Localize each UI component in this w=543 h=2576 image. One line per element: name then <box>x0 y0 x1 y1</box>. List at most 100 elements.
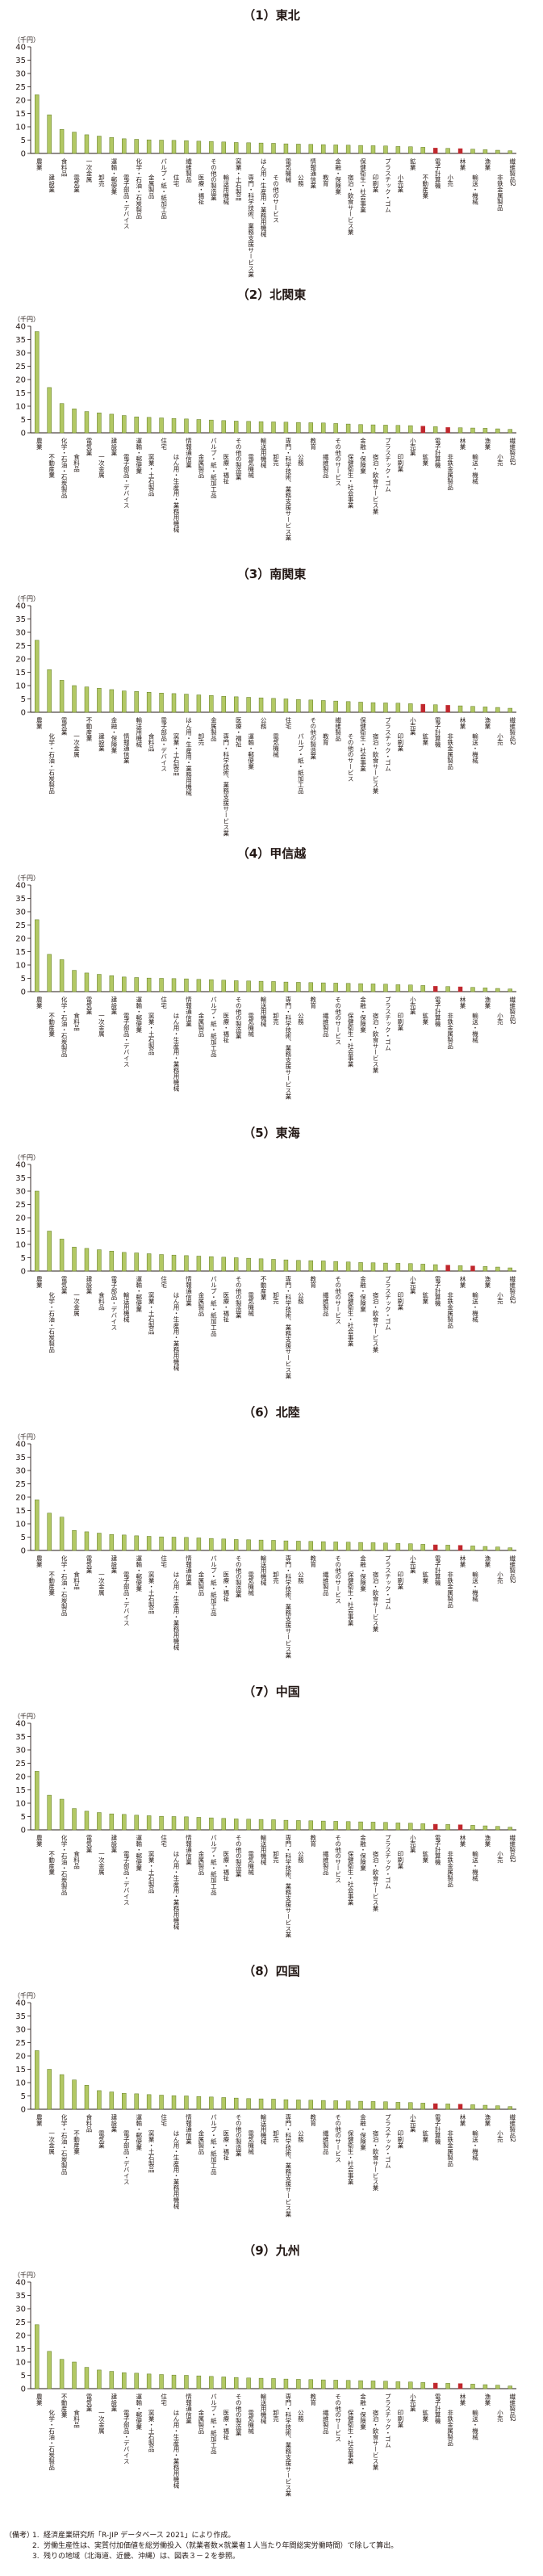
y-tick-label: 5 <box>21 2092 26 2101</box>
x-tick-label: その他の製造業 <box>235 1555 242 1599</box>
x-tick-label: 繊維製品2 <box>509 1834 516 1863</box>
x-tick-label: 農業 <box>36 2113 43 2128</box>
bar <box>482 2104 488 2110</box>
y-tick-label: 15 <box>15 389 26 398</box>
x-tick-label: 保健衛生・社会事業 <box>347 1851 354 1907</box>
x-tick-label: 不動産業 <box>260 1276 267 1302</box>
x-tick-label: 輸送用機械 <box>260 1554 267 1587</box>
x-tick-label: 運輸・郵便業 <box>135 1835 142 1873</box>
bar <box>72 132 77 154</box>
bar <box>122 1534 127 1551</box>
y-tick-label: 5 <box>21 1813 26 1822</box>
bar <box>233 1257 239 1272</box>
bar <box>296 144 301 154</box>
bar <box>507 707 513 713</box>
x-tick-label: 電子計算機 <box>434 1835 441 1866</box>
bar <box>59 2074 65 2110</box>
x-tick-label: 電子計算機 <box>434 717 441 749</box>
x-tick-label: 輸送・機械 <box>471 174 478 206</box>
bar <box>221 1818 226 1831</box>
x-tick-label: 公務 <box>297 1292 304 1305</box>
bar <box>184 2096 189 2110</box>
x-tick-label: 建設業 <box>111 1554 118 1575</box>
bar <box>59 680 65 713</box>
x-tick-label: 住宅 <box>160 1554 167 1568</box>
bar <box>258 1819 264 1831</box>
x-tick-label: 窯業・土石製品 <box>148 1850 155 1894</box>
bar <box>370 1822 376 1831</box>
x-tick-label: はん用・生産用・業務用機械 <box>173 1571 180 1651</box>
x-tick-label: その他のサービス <box>334 2114 341 2163</box>
bar <box>432 1264 438 1272</box>
x-tick-label: 林業 <box>459 2393 466 2407</box>
bar <box>47 1231 52 1272</box>
bar <box>495 149 500 154</box>
bar <box>97 2369 102 2389</box>
bar <box>408 984 413 992</box>
x-tick-label: 食料品 <box>148 732 155 753</box>
x-tick-label: はん用・生産用・業務用機械 <box>260 158 267 238</box>
y-tick-label: 20 <box>15 656 26 665</box>
bar <box>72 2361 77 2389</box>
y-tick-label: 0 <box>21 2385 26 2394</box>
x-tick-label: はん用・生産用・業務用機械 <box>173 1292 180 1372</box>
bar <box>47 669 52 713</box>
x-tick-label: 公務 <box>297 1571 304 1584</box>
chart-panel: （4）甲信越 （千円） 0 5 10 15 20 25 30 35 40 農業 不動産業 化学・石油・石炭… <box>0 838 543 1118</box>
x-tick-label: 小売業 <box>409 2393 416 2413</box>
x-tick-label: 電子部品・デバイス <box>123 174 130 229</box>
x-tick-label: 化学・石油・石炭製品 <box>61 1834 68 1897</box>
x-tick-label: その他のサービス <box>334 2393 341 2443</box>
bar <box>246 2377 251 2389</box>
bar <box>495 707 500 713</box>
bar <box>34 331 40 434</box>
x-tick-label: 運輸・郵便業 <box>111 158 118 196</box>
bar <box>47 2351 52 2389</box>
x-tick-label: 公務 <box>297 2410 304 2423</box>
x-tick-label: 一次金属 <box>98 454 105 479</box>
y-tick-label: 35 <box>15 336 26 345</box>
x-tick-label: 電気業 <box>61 717 68 736</box>
bar <box>184 418 189 434</box>
x-tick-label: 公務 <box>297 454 304 467</box>
x-tick-label: はん用・生産用・業務用機械 <box>173 2410 180 2490</box>
x-tick-label: 卸売 <box>272 2129 279 2144</box>
bar <box>321 1261 326 1272</box>
x-tick-label: 化学・石油・石炭製品 <box>61 1554 68 1617</box>
bar <box>221 420 226 434</box>
bar <box>321 2100 326 2110</box>
x-tick-label: 電気業 <box>86 2393 93 2413</box>
bar <box>134 139 139 154</box>
bar <box>482 1266 488 1272</box>
bar <box>97 688 102 713</box>
x-tick-label: 鉱業 <box>421 2129 428 2144</box>
x-tick-label: その他の製造業 <box>310 717 317 761</box>
x-tick-label: 情報通信業 <box>185 996 192 1028</box>
x-tick-label: 漁業 <box>484 437 491 451</box>
y-tick-label: 25 <box>15 1201 26 1210</box>
bar <box>34 919 40 992</box>
bar <box>59 959 65 992</box>
bar <box>97 1812 102 1831</box>
bar <box>84 2367 90 2389</box>
x-tick-label: 電気業 <box>73 174 80 194</box>
bar <box>196 1256 202 1272</box>
bar <box>271 2099 276 2110</box>
x-tick-label: 医療・福祉 <box>223 2410 230 2441</box>
bar <box>34 2050 40 2110</box>
x-tick-label: 輸送用機械 <box>260 437 267 469</box>
x-tick-label: 一次金属 <box>98 1851 105 1876</box>
bar <box>271 1540 276 1551</box>
x-tick-label: 漁業 <box>484 996 491 1010</box>
x-tick-label: その他のサービス <box>334 1555 341 1605</box>
bar <box>209 694 214 713</box>
bar <box>296 982 301 992</box>
bar <box>420 2382 425 2389</box>
bar <box>34 1771 40 1831</box>
bar <box>408 146 413 154</box>
bar <box>345 423 351 434</box>
bar <box>184 140 189 154</box>
x-tick-label: 輸送・機械 <box>471 2129 478 2162</box>
x-tick-label: 輸送用機械 <box>223 174 230 206</box>
y-tick-label: 40 <box>15 1999 26 2008</box>
